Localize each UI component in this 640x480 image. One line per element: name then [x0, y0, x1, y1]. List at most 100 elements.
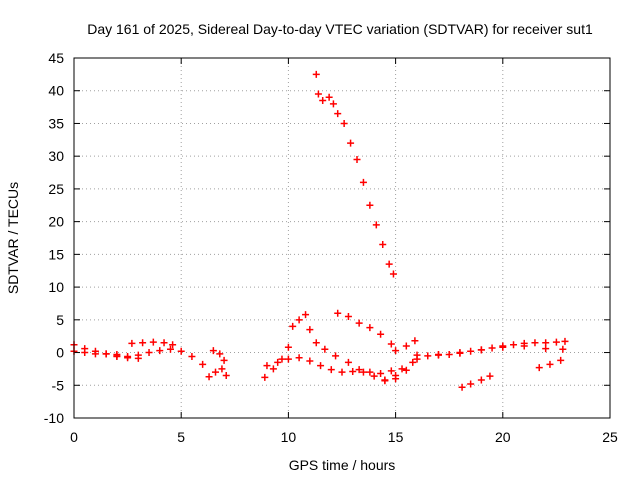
data-point — [372, 221, 380, 229]
data-point — [387, 340, 395, 348]
x-tick-label: 5 — [177, 429, 185, 445]
data-point — [134, 351, 142, 359]
data-point — [169, 341, 177, 349]
data-point — [531, 339, 539, 347]
y-axis-label: SDTVAR / TECUs — [5, 182, 21, 294]
data-point — [488, 344, 496, 352]
data-point — [218, 365, 226, 373]
y-tick-label: 20 — [48, 214, 64, 230]
data-point — [284, 355, 292, 363]
data-point — [520, 342, 528, 350]
data-point — [355, 366, 363, 374]
data-point — [546, 360, 554, 368]
y-tick-label: 5 — [56, 312, 64, 328]
data-point — [477, 376, 485, 384]
data-point — [359, 178, 367, 186]
data-point — [139, 339, 147, 347]
data-point — [366, 324, 374, 332]
data-point — [128, 339, 136, 347]
data-points — [70, 70, 569, 391]
data-point — [344, 313, 352, 321]
y-tick-label: -5 — [52, 377, 65, 393]
data-point — [160, 339, 168, 347]
chart-title: Day 161 of 2025, Sidereal Day-to-day VTE… — [87, 21, 593, 37]
data-point — [557, 356, 565, 364]
data-point — [113, 352, 121, 360]
y-tick-label: 35 — [48, 115, 64, 131]
data-point — [467, 347, 475, 355]
data-point — [409, 358, 417, 366]
plot-frame — [73, 57, 611, 419]
x-tick-label: 25 — [602, 429, 618, 445]
x-axis-label: GPS time / hours — [289, 457, 396, 473]
data-point — [306, 357, 314, 365]
data-point — [329, 100, 337, 108]
data-point — [302, 311, 310, 319]
data-point — [312, 339, 320, 347]
data-point — [486, 372, 494, 380]
data-point — [284, 343, 292, 351]
data-point — [542, 339, 550, 347]
data-point — [347, 139, 355, 147]
data-point — [209, 347, 217, 355]
data-point — [456, 349, 464, 357]
data-point — [212, 368, 220, 376]
data-point — [370, 372, 378, 380]
data-point — [402, 366, 410, 374]
data-point — [91, 350, 99, 358]
data-point — [332, 352, 340, 360]
y-tick-label: 10 — [48, 279, 64, 295]
data-point — [344, 358, 352, 366]
data-point — [389, 270, 397, 278]
data-point — [355, 319, 363, 327]
data-point — [353, 155, 361, 163]
data-point — [312, 70, 320, 78]
data-point — [166, 345, 174, 353]
data-point — [377, 330, 385, 338]
data-point — [379, 241, 387, 249]
y-tick-label: 45 — [48, 50, 64, 66]
data-point — [188, 352, 196, 360]
y-tick-label: -10 — [44, 410, 64, 426]
data-point — [216, 350, 224, 358]
data-point — [205, 373, 213, 381]
data-point — [434, 351, 442, 359]
data-point — [261, 373, 269, 381]
data-point — [552, 338, 560, 346]
data-point — [381, 376, 389, 384]
data-point — [334, 309, 342, 317]
data-point — [359, 368, 367, 376]
data-point — [295, 316, 303, 324]
data-point — [295, 354, 303, 362]
series-arc-10h — [261, 311, 417, 381]
data-point — [510, 341, 518, 349]
data-point — [458, 383, 466, 391]
data-point — [338, 368, 346, 376]
data-point — [220, 356, 228, 364]
series-arc-07h — [205, 347, 230, 381]
data-point — [340, 119, 348, 127]
data-point — [424, 352, 432, 360]
data-point — [385, 260, 393, 268]
data-point — [269, 365, 277, 373]
data-point — [263, 362, 271, 370]
data-point — [321, 345, 329, 353]
data-point — [467, 380, 475, 388]
series-arc-morning-2 — [128, 338, 177, 349]
series-arc-descent — [312, 70, 397, 278]
data-point — [81, 349, 89, 357]
data-point — [289, 322, 297, 330]
data-point — [398, 365, 406, 373]
grid — [74, 58, 610, 418]
data-point — [392, 347, 400, 355]
x-tick-label: 20 — [495, 429, 511, 445]
y-tick-label: 25 — [48, 181, 64, 197]
series-arc-18h — [458, 372, 494, 391]
data-point — [366, 368, 374, 376]
x-tick-label: 15 — [388, 429, 404, 445]
data-point — [274, 358, 282, 366]
data-point — [199, 360, 207, 368]
data-point — [145, 349, 153, 357]
data-point — [327, 366, 335, 374]
data-point — [325, 93, 333, 101]
